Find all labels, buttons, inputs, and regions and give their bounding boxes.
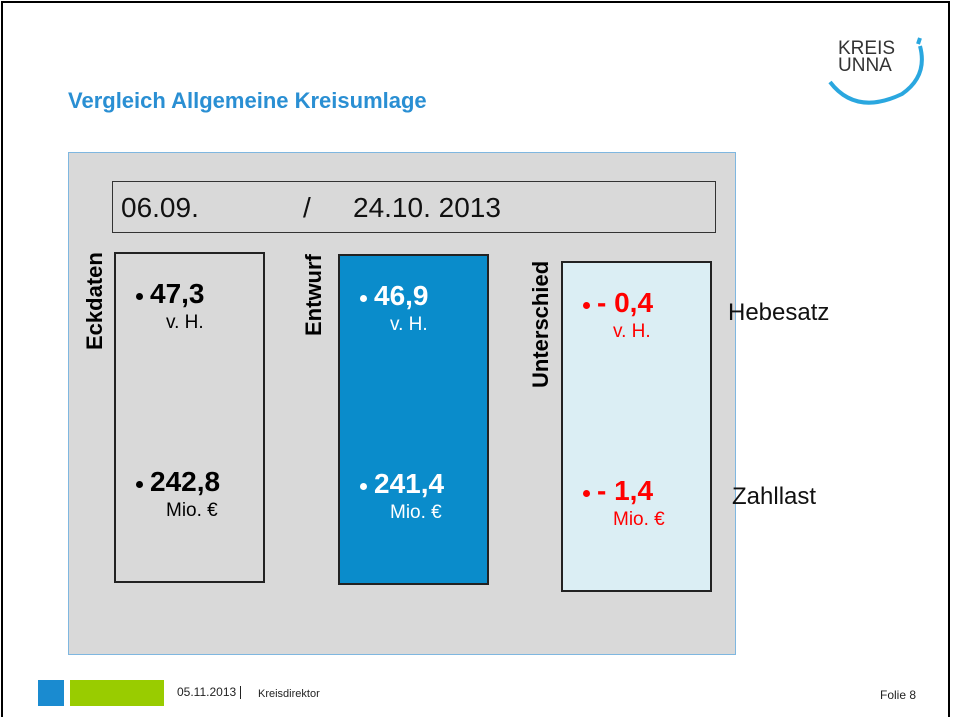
value: - 0,4: [597, 287, 654, 318]
footer-author: Kreisdirektor: [258, 688, 320, 700]
title: Vergleich Allgemeine Kreisumlage: [68, 88, 427, 113]
unit: v. H.: [613, 321, 651, 342]
bullet: [136, 293, 143, 300]
column-label: Eckdaten: [82, 252, 107, 350]
value: 241,4: [374, 468, 445, 499]
unit: Mio. €: [613, 509, 665, 530]
unit: Mio. €: [166, 500, 218, 521]
bullet: [583, 302, 590, 309]
column-box: 46,9 v. H. 241,4 Mio. €: [338, 254, 489, 585]
date-separator: /: [303, 192, 311, 223]
footer-date: 05.11.2013: [177, 686, 242, 699]
bullet: [360, 295, 367, 302]
column-box: - 0,4 v. H. - 1,4 Mio. €: [561, 261, 712, 592]
bullet: [360, 483, 367, 490]
unit: Mio. €: [390, 502, 442, 523]
logo: KREIS UNNA: [816, 30, 936, 110]
date: 06.09.: [121, 192, 199, 223]
column-box: 47,3 v. H. 242,8 Mio. €: [114, 252, 265, 583]
column-label: Entwurf: [301, 254, 326, 336]
logo-text: UNNA: [838, 55, 892, 76]
unit: v. H.: [166, 312, 204, 333]
column-label: Unterschied: [528, 261, 553, 389]
bullet: [136, 481, 143, 488]
footer-page: Folie 8: [880, 688, 917, 702]
footer-block: [70, 680, 164, 706]
logo-text: KREIS: [838, 38, 896, 59]
footer-block: [38, 680, 64, 706]
row-label: Zahllast: [732, 483, 817, 510]
row-label: Hebesatz: [728, 299, 830, 326]
value: - 1,4: [597, 475, 654, 506]
logo-arc: [828, 37, 924, 105]
value: 46,9: [374, 280, 429, 311]
value: 242,8: [150, 466, 221, 497]
unit: v. H.: [390, 314, 428, 335]
value: 47,3: [150, 278, 205, 309]
date-box: 06.09. / 24.10. 2013: [112, 181, 716, 233]
date: 24.10. 2013: [353, 192, 501, 223]
bullet: [583, 490, 590, 497]
